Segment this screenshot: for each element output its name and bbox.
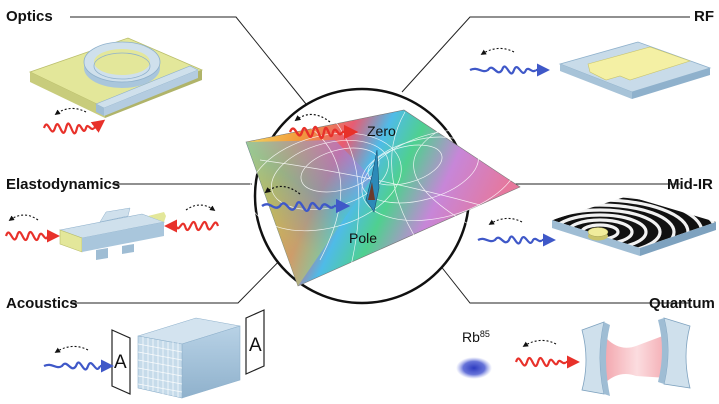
screen-letter-right: A (249, 335, 262, 356)
atom-cloud (456, 357, 492, 379)
leader-quantum (431, 254, 690, 304)
label-mid-ir: Mid-IR (667, 176, 713, 193)
label-zero: Zero (367, 123, 396, 139)
leader-optics (70, 16, 307, 105)
acoustics-cube (137, 317, 241, 399)
optics-wave (42, 107, 106, 135)
center-blue-wave (261, 185, 351, 214)
acoustics-wave (43, 345, 114, 373)
label-quantum: Quantum (649, 295, 715, 312)
rf-wave (469, 47, 550, 77)
label-acoustics: Acoustics (6, 295, 78, 312)
complex-surface (245, 109, 521, 287)
label-optics: Optics (6, 8, 53, 25)
elastodynamics-wave-left (4, 214, 60, 243)
quantum-wave (514, 339, 580, 369)
label-elastodynamics: Elastodynamics (6, 176, 121, 193)
rf-device (558, 41, 712, 99)
elastodynamics-device (58, 207, 166, 260)
optical-cavity (581, 317, 691, 396)
atom-label: Rb85 (462, 329, 490, 345)
acoustics-screen-right (245, 309, 265, 375)
screen-letter-left: A (114, 352, 127, 373)
leader-acoustics (70, 245, 295, 304)
leader-rf (401, 16, 690, 93)
center-red-wave (288, 113, 359, 140)
atom-isotope: 85 (479, 329, 490, 339)
label-rf: RF (694, 8, 714, 25)
optics-device (28, 37, 204, 118)
elastodynamics-wave-right (164, 204, 220, 233)
leader-lines (70, 16, 690, 304)
atom-element: Rb (462, 329, 480, 345)
label-pole: Pole (349, 230, 378, 246)
mid-ir-wave (477, 217, 556, 247)
mid-ir-device (482, 188, 718, 276)
